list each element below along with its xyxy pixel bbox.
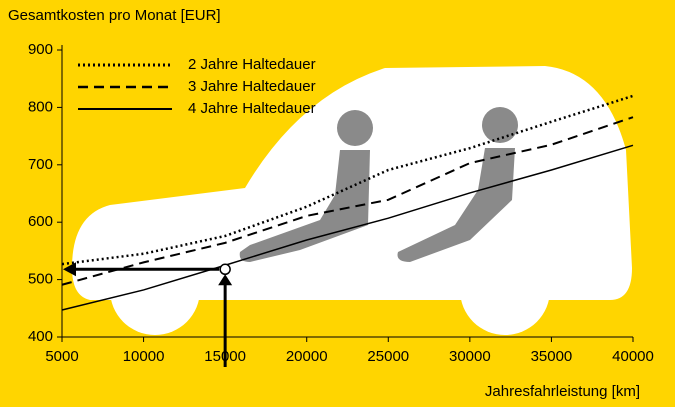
chart-title: Gesamtkosten pro Monat [EUR]: [8, 7, 221, 24]
x-tick-label: 5000: [45, 348, 78, 365]
x-tick-label: 40000: [612, 348, 654, 365]
x-tick-label: 10000: [123, 348, 165, 365]
y-tick-label: 700: [28, 156, 53, 173]
y-tick-label: 900: [28, 41, 53, 58]
x-tick-label: 20000: [286, 348, 328, 365]
chart: Gesamtkosten pro Monat [EUR] Jahresfahrl…: [0, 0, 675, 407]
x-axis-title: Jahresfahrleistung [km]: [485, 383, 640, 400]
highlight-point: [220, 264, 230, 274]
y-tick-label: 600: [28, 213, 53, 230]
legend-label: 4 Jahre Haltedauer: [188, 100, 316, 117]
x-tick-label: 25000: [367, 348, 409, 365]
y-tick-label: 400: [28, 328, 53, 345]
y-tick-label: 800: [28, 98, 53, 115]
legend-label: 3 Jahre Haltedauer: [188, 78, 316, 95]
x-tick-label: 30000: [449, 348, 491, 365]
legend-label: 2 Jahre Haltedauer: [188, 56, 316, 73]
y-tick-label: 500: [28, 271, 53, 288]
x-tick-label: 35000: [531, 348, 573, 365]
